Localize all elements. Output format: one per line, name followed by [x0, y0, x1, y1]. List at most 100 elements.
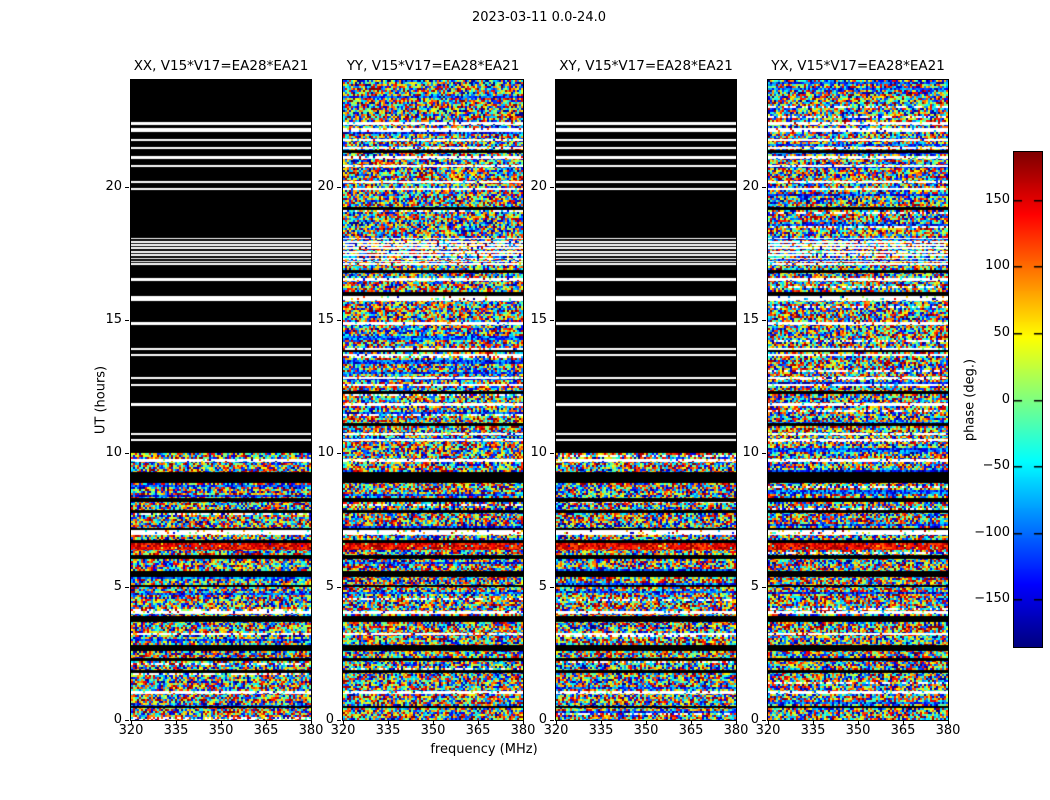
x-tick-mark: [691, 721, 692, 725]
x-tick-mark: [903, 721, 904, 725]
x-tick-mark: [813, 721, 814, 725]
y-tick-mark: [337, 720, 341, 721]
x-tick-mark: [311, 721, 312, 725]
x-tick-mark: [768, 721, 769, 725]
y-tick-mark: [125, 587, 129, 588]
y-tick-label: 10: [105, 445, 122, 460]
y-tick-mark: [762, 720, 766, 721]
x-tick-label: 320: [330, 723, 356, 738]
y-tick-label: 5: [113, 579, 122, 594]
x-tick-mark: [556, 721, 557, 725]
y-tick-mark: [762, 587, 766, 588]
y-tick-mark: [550, 587, 554, 588]
y-tick-label: 0: [325, 712, 334, 727]
y-tick-mark: [125, 187, 129, 188]
x-tick-label: 335: [588, 723, 614, 738]
y-tick-mark: [125, 320, 129, 321]
x-tick-label: 350: [633, 723, 659, 738]
x-tick-mark: [176, 721, 177, 725]
x-tick-mark: [343, 721, 344, 725]
y-tick-mark: [762, 187, 766, 188]
colorbar-tick-label: −50: [982, 458, 1010, 473]
panel-frame-xx: [130, 79, 312, 721]
y-tick-mark: [125, 453, 129, 454]
y-tick-label: 5: [538, 579, 547, 594]
panel-frame-yy: [342, 79, 524, 721]
x-tick-mark: [388, 721, 389, 725]
x-tick-label: 380: [935, 723, 961, 738]
y-tick-mark: [550, 453, 554, 454]
y-tick-mark: [337, 320, 341, 321]
x-axis-label: frequency (MHz): [430, 742, 538, 757]
panel-frame-xy: [555, 79, 737, 721]
colorbar-tick-label: 150: [985, 192, 1010, 207]
x-tick-mark: [221, 721, 222, 725]
colorbar-tick-label: 100: [985, 258, 1010, 273]
x-tick-label: 320: [543, 723, 569, 738]
x-tick-mark: [948, 721, 949, 725]
x-tick-mark: [131, 721, 132, 725]
y-tick-mark: [550, 320, 554, 321]
x-tick-mark: [478, 721, 479, 725]
x-tick-mark: [858, 721, 859, 725]
figure-title: 2023-03-11 0.0-24.0: [472, 10, 606, 25]
panel-title-yy: YY, V15*V17=EA28*EA21: [346, 58, 520, 74]
heatmap-canvas-xx: [131, 80, 311, 720]
heatmap-canvas-yx: [768, 80, 948, 720]
y-tick-label: 15: [105, 312, 122, 327]
x-tick-label: 365: [678, 723, 704, 738]
x-tick-mark: [523, 721, 524, 725]
x-tick-mark: [433, 721, 434, 725]
x-tick-label: 365: [253, 723, 279, 738]
y-tick-label: 10: [742, 445, 759, 460]
x-tick-label: 320: [755, 723, 781, 738]
y-tick-mark: [337, 587, 341, 588]
y-axis-label: UT (hours): [93, 365, 109, 435]
colorbar-frame: [1013, 151, 1043, 648]
x-tick-label: 335: [163, 723, 189, 738]
x-tick-mark: [646, 721, 647, 725]
x-tick-label: 380: [298, 723, 324, 738]
heatmap-canvas-xy: [556, 80, 736, 720]
x-tick-mark: [736, 721, 737, 725]
x-tick-label: 350: [208, 723, 234, 738]
heatmap-canvas-yy: [343, 80, 523, 720]
x-tick-label: 350: [420, 723, 446, 738]
x-tick-label: 335: [375, 723, 401, 738]
y-tick-mark: [337, 187, 341, 188]
y-tick-label: 20: [742, 179, 759, 194]
panel-title-xx: XX, V15*V17=EA28*EA21: [133, 58, 309, 74]
y-tick-mark: [762, 453, 766, 454]
panel-title-xy: XY, V15*V17=EA28*EA21: [559, 58, 733, 74]
y-tick-label: 20: [105, 179, 122, 194]
y-tick-label: 0: [750, 712, 759, 727]
y-tick-label: 20: [530, 179, 547, 194]
y-tick-label: 15: [317, 312, 334, 327]
x-tick-mark: [266, 721, 267, 725]
y-tick-label: 0: [538, 712, 547, 727]
y-tick-label: 10: [317, 445, 334, 460]
panel-frame-yx: [767, 79, 949, 721]
colorbar-canvas: [1014, 152, 1042, 647]
y-tick-mark: [550, 720, 554, 721]
colorbar-tick-label: −100: [974, 525, 1010, 540]
y-tick-mark: [337, 453, 341, 454]
colorbar-tick-label: 50: [993, 325, 1010, 340]
x-tick-label: 350: [845, 723, 871, 738]
x-tick-label: 365: [465, 723, 491, 738]
y-tick-mark: [550, 187, 554, 188]
x-tick-label: 335: [800, 723, 826, 738]
x-tick-label: 380: [723, 723, 749, 738]
y-tick-label: 0: [113, 712, 122, 727]
y-tick-label: 15: [530, 312, 547, 327]
y-tick-mark: [762, 320, 766, 321]
y-tick-mark: [125, 720, 129, 721]
y-tick-label: 15: [742, 312, 759, 327]
y-tick-label: 20: [317, 179, 334, 194]
y-tick-label: 5: [750, 579, 759, 594]
colorbar-tick-label: 0: [1001, 392, 1010, 407]
x-tick-mark: [601, 721, 602, 725]
y-tick-label: 10: [530, 445, 547, 460]
x-tick-label: 365: [890, 723, 916, 738]
